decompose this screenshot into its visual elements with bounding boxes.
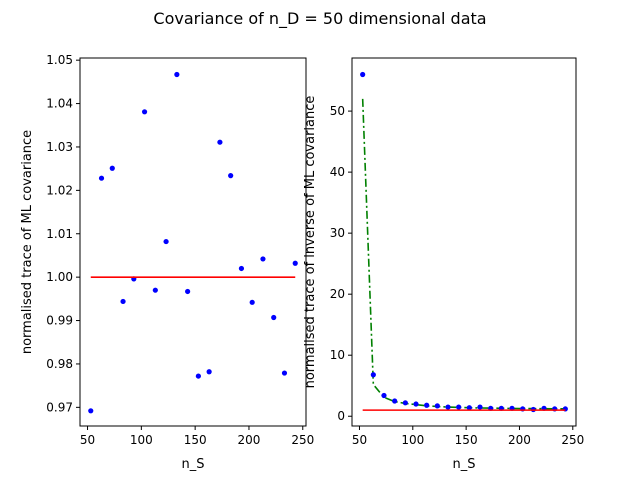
x-tick-label: 150 <box>455 433 478 447</box>
x-tick-label: 100 <box>130 433 153 447</box>
x-tick-label: 200 <box>238 433 261 447</box>
data-point <box>456 404 462 410</box>
data-point <box>271 314 277 321</box>
data-point <box>413 401 419 407</box>
x-tick-label: 50 <box>80 433 95 447</box>
y-tick-label: 0.99 <box>46 314 73 328</box>
data-point <box>292 260 298 266</box>
data-point <box>88 408 94 414</box>
x-tick-label: 200 <box>508 433 531 447</box>
data-point <box>120 298 126 305</box>
data-point <box>392 398 398 404</box>
plot-area <box>352 58 576 426</box>
data-point <box>477 404 483 410</box>
data-point <box>238 265 245 272</box>
data-point <box>195 373 201 379</box>
data-point <box>424 402 430 408</box>
left-chart-panel: 50 100 150 200 250 0.97 0.98 0.99 1.00 1.01 1.02 1.… <box>20 53 314 472</box>
x-axis-label: n_S <box>182 457 205 472</box>
data-point <box>360 71 366 78</box>
data-point <box>445 404 451 410</box>
y-axis-label: normalised trace of inverse of ML covari… <box>303 96 318 389</box>
data-point <box>381 392 387 399</box>
y-tick-label: 1.04 <box>46 97 73 111</box>
data-point <box>402 400 408 406</box>
data-point <box>152 287 158 293</box>
y-tick-label: 0.97 <box>46 400 73 414</box>
x-axis-label: n_S <box>453 457 476 472</box>
x-tick-label: 100 <box>401 433 424 447</box>
y-tick-label: 20 <box>330 287 345 301</box>
y-tick-label: 1.01 <box>46 227 73 241</box>
y-tick-label: 0 <box>337 409 345 423</box>
y-tick-label: 1.02 <box>46 183 73 197</box>
x-tick-label: 250 <box>291 433 314 447</box>
data-point <box>141 109 148 115</box>
data-point <box>434 403 440 409</box>
y-tick-label: 1.03 <box>46 140 73 154</box>
y-tick-label: 0.98 <box>46 357 73 371</box>
figure-title: Covariance of n_D = 50 dimensional data <box>153 9 486 29</box>
data-point <box>98 175 105 181</box>
x-tick-label: 250 <box>561 433 584 447</box>
data-point <box>466 405 472 411</box>
data-point <box>174 71 180 78</box>
data-point <box>185 288 191 295</box>
data-point <box>109 165 115 171</box>
y-tick-label: 30 <box>330 226 345 240</box>
data-point <box>163 238 169 245</box>
right-chart-panel: 50 100 150 200 250 0 10 20 30 40 50 n_S normalised t… <box>303 57 584 472</box>
data-point <box>370 372 376 378</box>
x-tick-label: 50 <box>352 433 367 447</box>
plot-area <box>80 58 306 426</box>
axes-frame <box>351 57 577 427</box>
y-tick-label: 50 <box>330 104 345 118</box>
data-point <box>260 256 266 262</box>
y-tick-label: 40 <box>330 165 345 179</box>
data-point <box>281 370 288 376</box>
y-tick-label: 1.05 <box>46 53 73 67</box>
data-point <box>249 299 255 305</box>
y-tick-label: 10 <box>330 348 345 362</box>
axes-frame <box>79 57 307 427</box>
data-point <box>217 139 223 145</box>
x-tick-label: 150 <box>184 433 207 447</box>
data-point <box>228 173 234 179</box>
data-point <box>206 369 212 375</box>
y-axis-label: normalised trace of ML covariance <box>20 130 35 354</box>
y-tick-label: 1.00 <box>46 270 73 284</box>
